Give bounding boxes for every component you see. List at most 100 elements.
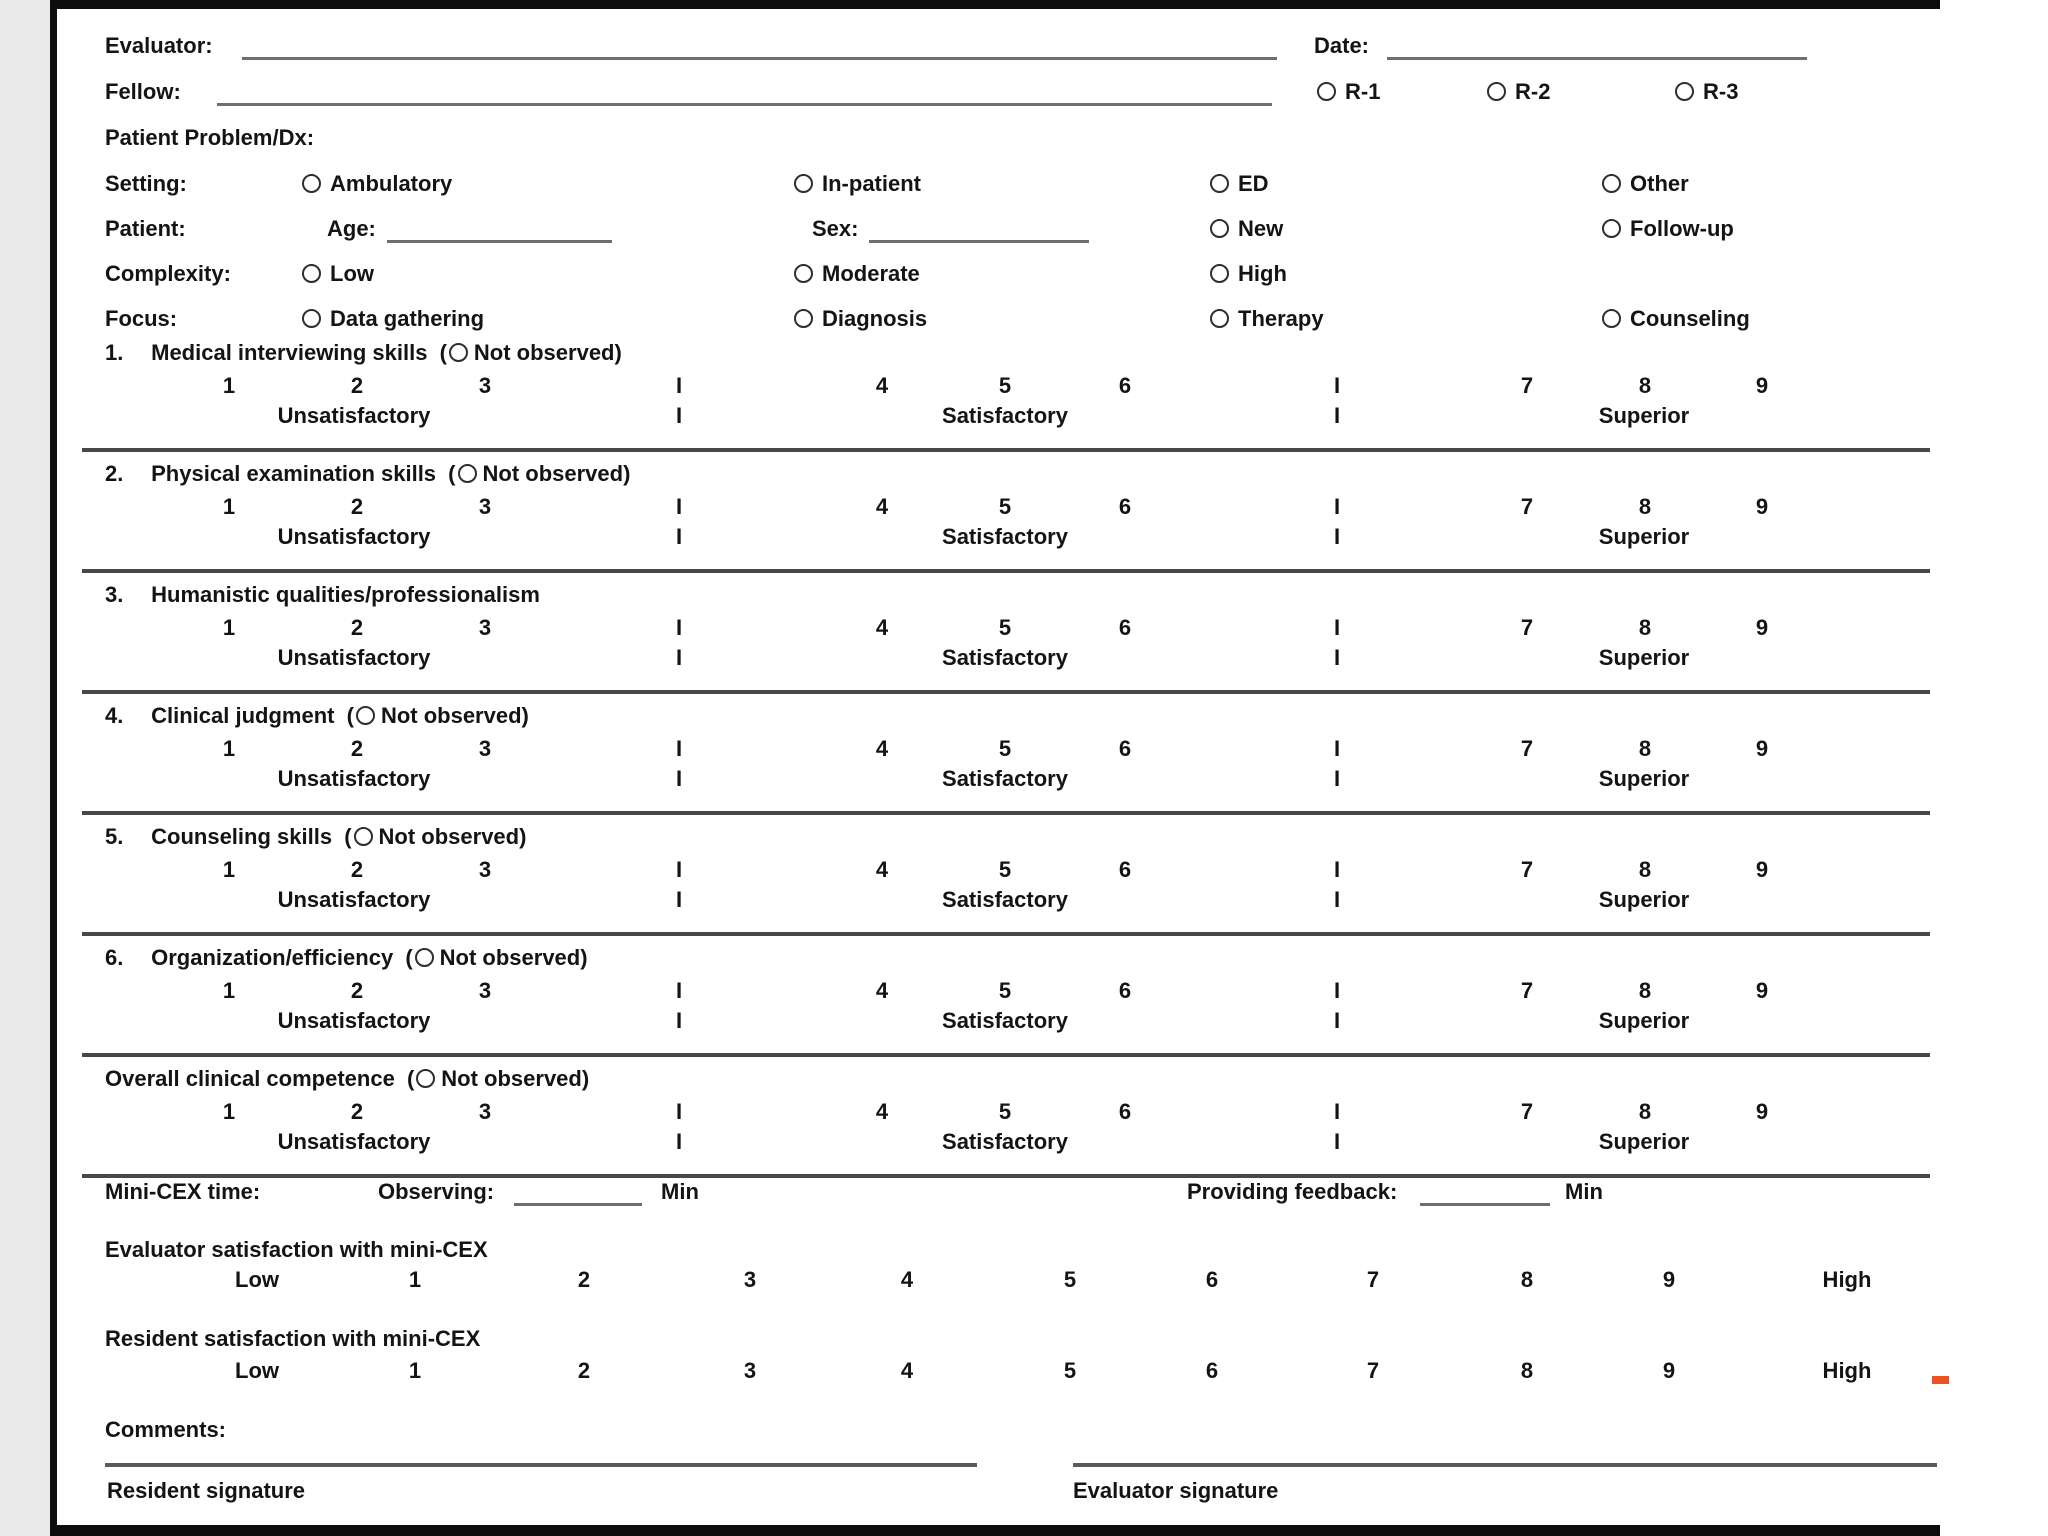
rating-3[interactable]: 3: [478, 978, 492, 1003]
rating-2[interactable]: 2: [350, 615, 364, 640]
evaluator-field[interactable]: [242, 57, 1277, 60]
rating-1[interactable]: 1: [222, 978, 236, 1003]
rating-2[interactable]: 2: [350, 978, 364, 1003]
rating-6[interactable]: 6: [1118, 857, 1132, 882]
rating-8[interactable]: 8: [1638, 1099, 1652, 1124]
rating-2[interactable]: 2: [350, 857, 364, 882]
rating-6[interactable]: 6: [1118, 494, 1132, 519]
rating-2[interactable]: 2: [350, 736, 364, 761]
therapy-radio[interactable]: [1210, 309, 1229, 328]
rating-6[interactable]: 6: [1118, 736, 1132, 761]
rating-4[interactable]: 4: [875, 615, 889, 640]
rating-3[interactable]: 3: [478, 857, 492, 882]
rating-7[interactable]: 7: [1520, 494, 1534, 519]
rating-5[interactable]: 5: [998, 373, 1012, 398]
diagnosis-radio[interactable]: [794, 309, 813, 328]
rating-4[interactable]: 4: [875, 1099, 889, 1124]
rating-6[interactable]: 6: [1118, 978, 1132, 1003]
rating-1[interactable]: 1: [222, 857, 236, 882]
rating-3[interactable]: 3: [478, 615, 492, 640]
rating-5[interactable]: 5: [998, 494, 1012, 519]
rating-1[interactable]: 1: [222, 736, 236, 761]
rating-2[interactable]: 2: [350, 494, 364, 519]
rating-4[interactable]: 4: [875, 736, 889, 761]
rating-7[interactable]: 7: [1520, 1099, 1534, 1124]
rating-3[interactable]: 3: [478, 736, 492, 761]
resident-satisfaction-6[interactable]: 6: [1205, 1358, 1219, 1383]
rating-9[interactable]: 9: [1755, 1099, 1769, 1124]
rating-7[interactable]: 7: [1520, 857, 1534, 882]
not-observed-option[interactable]: (Not observed): [407, 1066, 589, 1091]
sex-field[interactable]: [869, 240, 1089, 243]
rating-8[interactable]: 8: [1638, 978, 1652, 1003]
other-radio[interactable]: [1602, 174, 1621, 193]
evaluator-signature-line[interactable]: [1073, 1463, 1937, 1467]
evaluator-satisfaction-6[interactable]: 6: [1205, 1267, 1219, 1292]
not-observed-radio[interactable]: [416, 1069, 436, 1088]
rating-8[interactable]: 8: [1638, 857, 1652, 882]
complexity-option-low[interactable]: Low: [302, 261, 374, 287]
low-radio[interactable]: [302, 264, 321, 283]
rating-1[interactable]: 1: [222, 1099, 236, 1124]
moderate-radio[interactable]: [794, 264, 813, 283]
rating-6[interactable]: 6: [1118, 373, 1132, 398]
resident-satisfaction-3[interactable]: 3: [743, 1358, 757, 1383]
year-option-r1[interactable]: R-1: [1317, 79, 1380, 105]
rating-9[interactable]: 9: [1755, 978, 1769, 1003]
ambulatory-radio[interactable]: [302, 174, 321, 193]
rating-8[interactable]: 8: [1638, 373, 1652, 398]
rating-2[interactable]: 2: [350, 373, 364, 398]
setting-option-other[interactable]: Other: [1602, 171, 1689, 197]
not-observed-radio[interactable]: [448, 343, 468, 362]
rating-4[interactable]: 4: [875, 373, 889, 398]
rating-1[interactable]: 1: [222, 494, 236, 519]
observing-minutes-field[interactable]: [514, 1203, 642, 1206]
high-radio[interactable]: [1210, 264, 1229, 283]
rating-6[interactable]: 6: [1118, 1099, 1132, 1124]
fellow-field[interactable]: [217, 103, 1272, 106]
new-radio[interactable]: [1210, 219, 1229, 238]
focus-option-counseling[interactable]: Counseling: [1602, 306, 1750, 332]
patient-option-new[interactable]: New: [1210, 216, 1283, 242]
not-observed-radio[interactable]: [414, 948, 434, 967]
r1-radio[interactable]: [1317, 82, 1336, 101]
evaluator-satisfaction-3[interactable]: 3: [743, 1267, 757, 1292]
patient-option-followup[interactable]: Follow-up: [1602, 216, 1734, 242]
counseling-radio[interactable]: [1602, 309, 1621, 328]
not-observed-radio[interactable]: [353, 827, 373, 846]
evaluator-satisfaction-8[interactable]: 8: [1520, 1267, 1534, 1292]
rating-8[interactable]: 8: [1638, 494, 1652, 519]
resident-satisfaction-7[interactable]: 7: [1366, 1358, 1380, 1383]
rating-2[interactable]: 2: [350, 1099, 364, 1124]
rating-4[interactable]: 4: [875, 978, 889, 1003]
rating-9[interactable]: 9: [1755, 615, 1769, 640]
resident-satisfaction-8[interactable]: 8: [1520, 1358, 1534, 1383]
feedback-minutes-field[interactable]: [1420, 1203, 1550, 1206]
not-observed-option[interactable]: (Not observed): [405, 945, 587, 970]
rating-7[interactable]: 7: [1520, 615, 1534, 640]
rating-8[interactable]: 8: [1638, 736, 1652, 761]
rating-4[interactable]: 4: [875, 494, 889, 519]
complexity-option-moderate[interactable]: Moderate: [794, 261, 920, 287]
not-observed-radio[interactable]: [355, 706, 375, 725]
rating-7[interactable]: 7: [1520, 978, 1534, 1003]
rating-6[interactable]: 6: [1118, 615, 1132, 640]
rating-3[interactable]: 3: [478, 1099, 492, 1124]
rating-9[interactable]: 9: [1755, 736, 1769, 761]
ed-radio[interactable]: [1210, 174, 1229, 193]
resident-satisfaction-4[interactable]: 4: [900, 1358, 914, 1383]
evaluator-satisfaction-5[interactable]: 5: [1063, 1267, 1077, 1292]
rating-5[interactable]: 5: [998, 615, 1012, 640]
not-observed-option[interactable]: (Not observed): [347, 703, 529, 728]
rating-5[interactable]: 5: [998, 978, 1012, 1003]
complexity-option-high[interactable]: High: [1210, 261, 1287, 287]
not-observed-option[interactable]: (Not observed): [448, 461, 630, 486]
evaluator-satisfaction-1[interactable]: 1: [408, 1267, 422, 1292]
r2-radio[interactable]: [1487, 82, 1506, 101]
rating-3[interactable]: 3: [478, 373, 492, 398]
followup-radio[interactable]: [1602, 219, 1621, 238]
data-gathering-radio[interactable]: [302, 309, 321, 328]
resident-satisfaction-5[interactable]: 5: [1063, 1358, 1077, 1383]
date-field[interactable]: [1387, 57, 1807, 60]
rating-9[interactable]: 9: [1755, 857, 1769, 882]
